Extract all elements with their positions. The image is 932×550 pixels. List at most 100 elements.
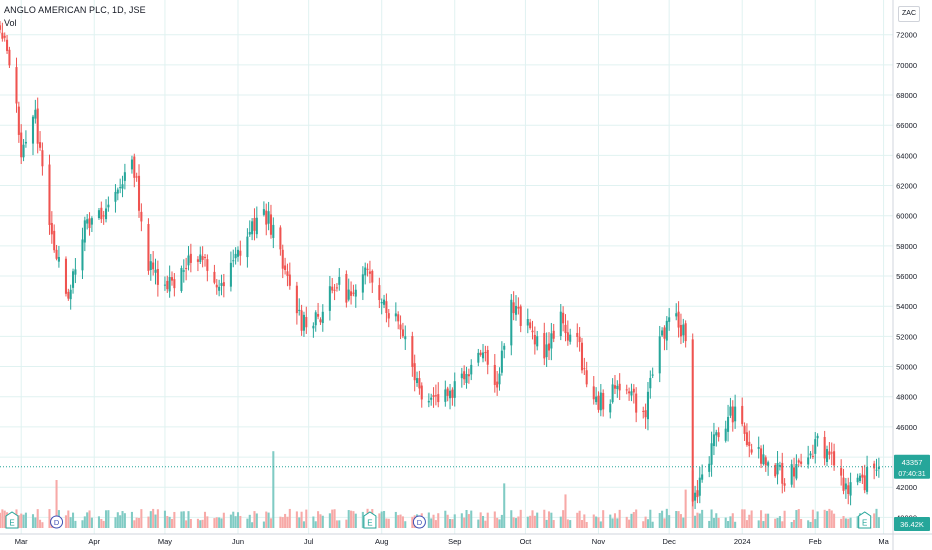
- candle-body[interactable]: [48, 164, 51, 225]
- candle-body[interactable]: [317, 314, 320, 317]
- candle-body[interactable]: [17, 106, 20, 135]
- candle-body[interactable]: [727, 416, 730, 432]
- candle-body[interactable]: [302, 314, 305, 331]
- candle-body[interactable]: [566, 332, 569, 341]
- candle-body[interactable]: [100, 207, 103, 220]
- candle-body[interactable]: [6, 39, 9, 51]
- candle-body[interactable]: [269, 214, 272, 235]
- candle-body[interactable]: [675, 313, 678, 317]
- candle-body[interactable]: [807, 457, 810, 465]
- candle-body[interactable]: [757, 446, 760, 449]
- candle-body[interactable]: [731, 406, 734, 423]
- price-candles[interactable]: [0, 21, 880, 510]
- candle-body[interactable]: [776, 463, 779, 475]
- candle-body[interactable]: [764, 457, 767, 466]
- candle-body[interactable]: [255, 217, 258, 235]
- candle-body[interactable]: [185, 268, 188, 270]
- candle-body[interactable]: [712, 434, 715, 447]
- candle-body[interactable]: [550, 333, 553, 349]
- candle-body[interactable]: [597, 395, 600, 410]
- candle-body[interactable]: [543, 333, 546, 359]
- candle-body[interactable]: [0, 25, 2, 30]
- volume-indicator-label[interactable]: Vol: [4, 18, 17, 28]
- candle-body[interactable]: [875, 469, 878, 471]
- candle-body[interactable]: [347, 289, 350, 300]
- candle-body[interactable]: [609, 403, 612, 413]
- candle-body[interactable]: [378, 285, 381, 301]
- candle-body[interactable]: [825, 449, 829, 462]
- candle-body[interactable]: [729, 406, 732, 416]
- candle-body[interactable]: [503, 345, 506, 350]
- candle-body[interactable]: [479, 352, 482, 356]
- candle-body[interactable]: [380, 301, 383, 304]
- candle-body[interactable]: [397, 314, 400, 322]
- candle-body[interactable]: [663, 327, 666, 339]
- candle-body[interactable]: [251, 221, 254, 235]
- candle-body[interactable]: [762, 454, 765, 465]
- candle-body[interactable]: [774, 464, 777, 477]
- candle-body[interactable]: [286, 271, 289, 276]
- dividend-badge[interactable]: D: [412, 515, 426, 529]
- candle-body[interactable]: [861, 474, 864, 478]
- candle-body[interactable]: [90, 218, 93, 225]
- candle-body[interactable]: [368, 271, 371, 274]
- candle-body[interactable]: [691, 339, 694, 502]
- candle-body[interactable]: [842, 477, 845, 491]
- candle-body[interactable]: [213, 271, 216, 283]
- candle-body[interactable]: [366, 268, 369, 270]
- candle-body[interactable]: [576, 332, 579, 337]
- candle-body[interactable]: [453, 381, 456, 398]
- candle-body[interactable]: [328, 286, 331, 311]
- candle-body[interactable]: [717, 432, 720, 438]
- candle-body[interactable]: [844, 483, 847, 490]
- candle-body[interactable]: [50, 222, 53, 235]
- earnings-badge[interactable]: E: [5, 511, 19, 529]
- candle-body[interactable]: [866, 467, 869, 492]
- candle-body[interactable]: [470, 364, 473, 375]
- candle-body[interactable]: [149, 261, 152, 270]
- candle-body[interactable]: [236, 249, 240, 257]
- candle-body[interactable]: [493, 364, 496, 385]
- volume-value-badge[interactable]: [894, 517, 930, 531]
- candle-body[interactable]: [668, 317, 671, 322]
- candle-body[interactable]: [585, 370, 588, 385]
- candle-body[interactable]: [828, 451, 831, 455]
- earnings-badge[interactable]: E: [858, 511, 872, 529]
- candle-body[interactable]: [811, 455, 814, 457]
- candle-body[interactable]: [592, 386, 595, 400]
- candle-body[interactable]: [265, 210, 268, 225]
- candle-body[interactable]: [394, 313, 397, 317]
- candle-body[interactable]: [116, 189, 119, 194]
- candle-body[interactable]: [498, 373, 501, 385]
- candle-body[interactable]: [514, 305, 518, 315]
- candle-body[interactable]: [86, 219, 89, 224]
- candle-body[interactable]: [750, 449, 753, 453]
- candle-body[interactable]: [790, 464, 793, 485]
- candle-body[interactable]: [345, 273, 348, 303]
- candle-body[interactable]: [20, 132, 23, 158]
- candle-body[interactable]: [559, 311, 562, 337]
- candle-body[interactable]: [481, 352, 485, 359]
- candle-body[interactable]: [602, 392, 605, 410]
- candle-body[interactable]: [220, 283, 223, 286]
- candle-body[interactable]: [486, 349, 489, 365]
- candle-body[interactable]: [206, 259, 209, 271]
- candle-body[interactable]: [467, 374, 470, 377]
- candle-body[interactable]: [288, 274, 291, 286]
- candle-body[interactable]: [661, 330, 664, 336]
- candle-body[interactable]: [163, 284, 166, 286]
- candle-body[interactable]: [745, 432, 748, 445]
- candle-body[interactable]: [710, 443, 713, 465]
- candle-body[interactable]: [312, 325, 315, 329]
- candle-body[interactable]: [856, 477, 859, 483]
- candle-body[interactable]: [305, 317, 308, 328]
- candle-body[interactable]: [679, 324, 682, 337]
- candle-body[interactable]: [625, 389, 628, 391]
- candle-body[interactable]: [823, 436, 826, 459]
- candle-body[interactable]: [809, 453, 812, 456]
- candle-body[interactable]: [152, 262, 155, 270]
- candle-body[interactable]: [88, 218, 91, 229]
- candle-body[interactable]: [432, 395, 435, 397]
- candle-body[interactable]: [701, 474, 704, 480]
